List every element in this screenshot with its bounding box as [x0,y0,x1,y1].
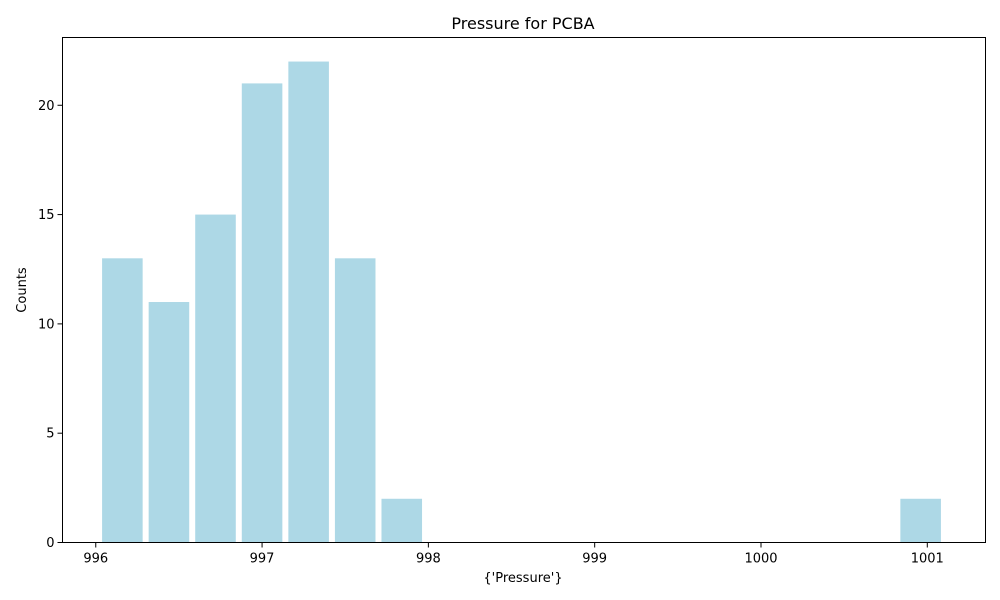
x-tick-label: 999 [582,552,607,567]
y-tick-label: 5 [46,427,54,442]
chart-title: Pressure for PCBA [451,14,594,33]
bars-group [102,61,941,543]
bar-7 [900,498,941,543]
x-tick-label: 998 [416,552,441,567]
bar-6 [381,498,423,543]
x-axis-label: {'Pressure'} [483,571,562,586]
x-tick-label: 1000 [744,552,777,567]
y-tick-label: 15 [38,208,55,223]
plot-frame [62,37,986,543]
bar-4 [288,61,329,543]
y-axis-ticks: 0 5 10 15 20 [38,99,63,551]
y-axis-label: Counts [15,267,30,313]
x-tick-label: 996 [83,552,108,567]
x-tick-label: 997 [250,552,275,567]
y-tick-label: 10 [38,317,55,332]
bar-3 [241,83,283,543]
bar-0 [102,258,143,543]
x-tick-label: 1001 [911,552,944,567]
bar-5 [334,258,376,543]
bar-1 [148,302,190,543]
x-axis-ticks: 996 997 998 999 1000 1001 [83,542,944,567]
y-tick-label: 20 [38,99,55,114]
bar-2 [195,214,236,543]
y-tick-label: 0 [46,536,54,551]
